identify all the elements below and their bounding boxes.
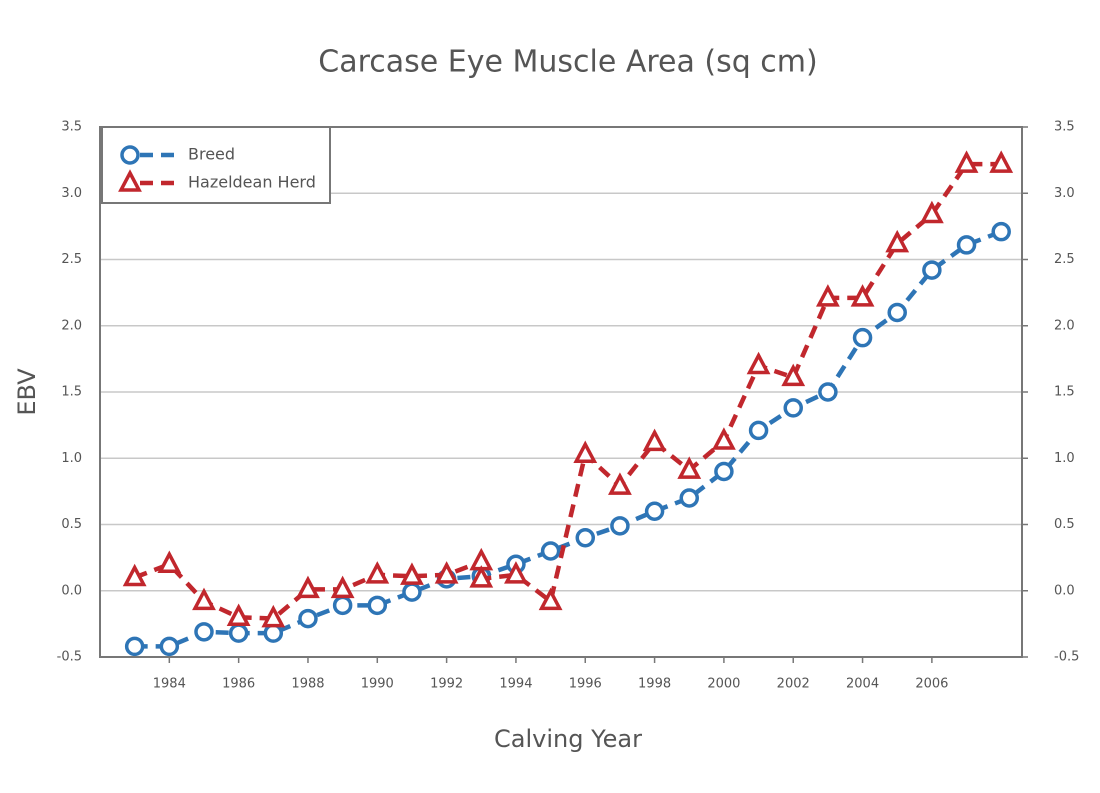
y-tick-label: 2.5 — [61, 252, 82, 267]
data-point — [434, 561, 459, 584]
x-tick-label: 1994 — [499, 677, 532, 692]
data-point — [192, 587, 216, 611]
y-tick-label: -0.5 — [57, 650, 82, 665]
y-tick-label: 1.5 — [61, 385, 82, 400]
data-point — [919, 200, 944, 224]
data-point — [332, 595, 353, 616]
y2-tick-label: 3.5 — [1054, 120, 1075, 135]
data-point — [815, 284, 840, 307]
data-point — [226, 603, 251, 626]
x-tick-label: 2006 — [915, 677, 948, 692]
legend-label: Breed — [188, 145, 235, 164]
x-tick-label: 1986 — [222, 677, 255, 692]
data-point — [679, 488, 699, 508]
data-point — [850, 284, 875, 307]
data-point — [783, 398, 803, 418]
y-tick-label: 0.0 — [61, 583, 82, 598]
series-line — [133, 161, 1002, 621]
x-axis-label: Calving Year — [494, 725, 642, 753]
data-point — [402, 582, 422, 602]
x-tick-label: 1988 — [291, 677, 324, 692]
y-axis-label: EBV — [13, 368, 41, 416]
legend-label: Hazeldean Herd — [188, 173, 316, 192]
legend-marker — [120, 145, 140, 165]
data-point — [540, 541, 561, 561]
data-point — [263, 623, 284, 643]
y2-tick-label: 3.0 — [1054, 186, 1075, 201]
data-point — [157, 550, 182, 573]
data-point — [573, 440, 598, 464]
data-point — [228, 623, 249, 643]
x-tick-label: 2000 — [707, 677, 740, 692]
data-point — [400, 562, 424, 585]
chart-title: Carcase Eye Muscle Area (sq cm) — [318, 45, 817, 80]
data-point — [608, 472, 632, 495]
data-point — [644, 501, 665, 521]
data-point — [852, 327, 873, 348]
data-point — [781, 363, 806, 387]
y-tick-label: 3.5 — [61, 120, 82, 135]
data-point — [748, 420, 769, 441]
data-point — [538, 587, 563, 611]
x-tick-label: 1990 — [361, 677, 394, 692]
y-tick-label: 1.0 — [61, 451, 82, 466]
data-point — [746, 351, 771, 375]
y2-tick-label: -0.5 — [1054, 650, 1079, 665]
y-tick-label: 3.0 — [61, 186, 82, 201]
y2-tick-label: 0.0 — [1054, 583, 1075, 598]
data-point — [887, 302, 907, 323]
y2-tick-label: 2.5 — [1054, 252, 1075, 267]
data-point — [261, 604, 286, 628]
data-point — [642, 428, 667, 452]
data-point — [330, 575, 355, 599]
data-point — [194, 622, 214, 642]
y2-tick-label: 0.5 — [1054, 517, 1075, 532]
data-point — [818, 382, 838, 402]
series-line — [134, 229, 1003, 649]
plot-frame — [99, 126, 1023, 658]
data-point — [296, 575, 320, 599]
data-point — [989, 150, 1014, 173]
y2-tick-label: 1.5 — [1054, 385, 1075, 400]
data-point — [954, 150, 979, 173]
data-point — [298, 608, 318, 629]
y2-tick-label: 2.0 — [1054, 318, 1075, 333]
y-tick-label: 2.0 — [61, 318, 82, 333]
x-tick-label: 1992 — [430, 677, 463, 692]
data-point — [469, 565, 494, 588]
data-point — [575, 528, 596, 548]
data-point — [159, 636, 180, 657]
data-point — [504, 561, 528, 584]
y-tick-label: 0.5 — [61, 517, 82, 532]
data-point — [365, 561, 390, 584]
x-tick-label: 2004 — [846, 677, 879, 692]
data-point — [956, 235, 977, 255]
y2-tick-label: 1.0 — [1054, 451, 1075, 466]
data-point — [714, 461, 734, 482]
data-point — [885, 229, 910, 253]
legend-marker — [118, 169, 142, 192]
data-point — [367, 595, 388, 616]
data-point — [922, 260, 942, 280]
x-tick-label: 2002 — [777, 677, 810, 692]
x-tick-label: 1996 — [569, 677, 602, 692]
data-point — [122, 563, 147, 587]
data-point — [124, 636, 145, 657]
x-tick-label: 1998 — [638, 677, 671, 692]
data-point — [712, 427, 736, 450]
data-point — [610, 516, 630, 536]
data-point — [677, 456, 702, 479]
data-point — [991, 221, 1011, 242]
x-tick-label: 1984 — [153, 677, 186, 692]
